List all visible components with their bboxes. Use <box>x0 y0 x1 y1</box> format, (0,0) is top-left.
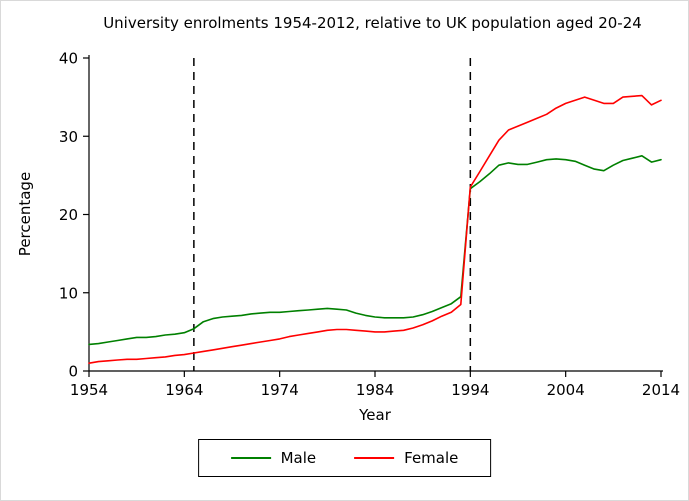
legend-item-female: Female <box>354 449 458 467</box>
x-tick-label: 1954 <box>70 381 108 399</box>
y-tick-label: 20 <box>59 206 78 224</box>
male-series-line <box>88 155 662 346</box>
y-axis-label: Percentage <box>16 171 34 257</box>
x-tick-label: 2014 <box>642 381 680 399</box>
chart-title: University enrolments 1954-2012, relativ… <box>103 14 642 32</box>
y-tick-label: 40 <box>59 50 78 68</box>
male-line-swatch <box>230 457 271 459</box>
x-tick-label: 1994 <box>451 381 489 399</box>
legend-item-male: Male <box>230 449 317 467</box>
female-series-line <box>88 94 662 365</box>
x-tick-label: 1984 <box>356 381 394 399</box>
y-tick-label: 30 <box>59 128 78 146</box>
legend-label-male: Male <box>280 449 317 467</box>
y-tick-label: 10 <box>59 284 78 302</box>
y-tick-label: 0 <box>68 363 78 381</box>
x-tick-label: 2004 <box>547 381 585 399</box>
female-line-swatch <box>354 457 395 459</box>
x-tick-label: 1974 <box>261 381 299 399</box>
legend: Male Female <box>197 439 492 477</box>
x-axis-label: Year <box>359 406 391 424</box>
legend-label-female: Female <box>404 449 459 467</box>
x-tick-label: 1964 <box>165 381 203 399</box>
